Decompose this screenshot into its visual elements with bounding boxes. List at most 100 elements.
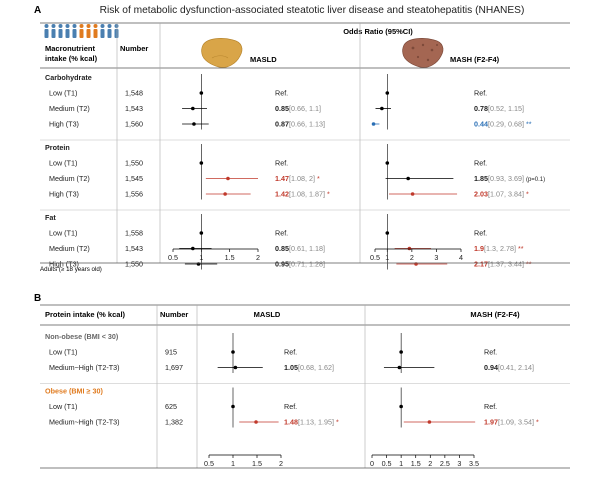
person-body (44, 29, 49, 38)
right-or-point (407, 246, 412, 251)
right-tick-label: 0.5 (382, 459, 392, 468)
right-tick-label: 1 (385, 253, 389, 262)
row-label: Medium (T2) (49, 174, 90, 183)
panel-a-span-header: Odds Ratio (95%CI) (343, 27, 413, 36)
person-body (58, 29, 63, 38)
left-or-value: Ref. (275, 89, 288, 98)
panel-a-footnote: Adults (≥ 18 years old) (40, 266, 102, 273)
left-or-point (223, 192, 227, 196)
right-or-value: Ref. (484, 402, 497, 411)
row-label: High (T3) (49, 190, 79, 199)
left-tick-label: 2 (256, 253, 260, 262)
right-or-label: 2.17[1.37, 3.44] ** (474, 260, 532, 269)
right-or-value: Ref. (474, 159, 487, 168)
right-ci-value: [1.3, 2.78] (484, 244, 516, 253)
row-number: 1,543 (125, 104, 143, 113)
right-tick-label: 3 (434, 253, 438, 262)
left-or-value: 0.85 (275, 244, 289, 253)
right-significance: ** (526, 260, 532, 269)
right-or-label: 1.85[0.93, 3.69] (p=0.1) (474, 174, 545, 183)
left-or-label: Ref. (284, 348, 297, 357)
panel-a-letter: A (34, 5, 41, 16)
right-ci-value: [1.09, 3.54] (498, 418, 534, 427)
right-or-point (371, 122, 376, 126)
right-or-label: 1.9[1.3, 2.78] ** (474, 244, 524, 253)
right-or-value: 2.17 (474, 260, 488, 269)
right-or-value: Ref. (474, 229, 487, 238)
right-or-label: 2.03[1.07, 3.84] * (474, 190, 529, 199)
right-or-label: 0.44[0.29, 0.68] ** (474, 120, 532, 129)
person-head (86, 24, 91, 28)
person-body (86, 29, 91, 38)
right-tick-label: 1 (399, 459, 403, 468)
right-tick-label: 4 (459, 253, 463, 262)
row-number: 1,560 (125, 120, 143, 129)
left-or-point (191, 106, 195, 111)
row-label: High (T3) (49, 260, 79, 269)
row-label: High (T3) (49, 120, 79, 129)
right-ci-value: [1.37, 3.44] (488, 260, 524, 269)
panel-b-col1-header: Protein intake (% kcal) (45, 310, 126, 319)
left-tick-label: 0.5 (168, 253, 178, 262)
row-number: 1,548 (125, 89, 143, 98)
left-ci-value: [0.61, 1.18] (289, 244, 325, 253)
right-ci-value: [0.93, 3.69] (488, 174, 524, 183)
right-or-label: Ref. (474, 159, 487, 168)
right-or-value: Ref. (474, 89, 487, 98)
panel-a-col1-header-1: Macronutrient (45, 44, 96, 53)
row-number: 1,550 (125, 159, 143, 168)
row-label: Low (T1) (49, 348, 77, 357)
right-or-value: 1.85 (474, 174, 488, 183)
right-or-value: 0.94 (484, 363, 498, 372)
person-head (51, 24, 56, 28)
panel-a: Carbohydrate Low (T1) 1,548 Ref. Ref. Medium … (40, 22, 570, 270)
person-body (51, 29, 56, 38)
left-or-point (254, 420, 258, 424)
row-number: 625 (165, 402, 177, 411)
row-label: Medium (T2) (49, 244, 90, 253)
panel-b-left-plot-title: MASLD (254, 310, 281, 319)
left-tick-label: 0.5 (204, 459, 214, 468)
left-tick-label: 1 (231, 459, 235, 468)
right-or-value: Ref. (484, 348, 497, 357)
row-label: Low (T1) (49, 159, 77, 168)
left-tick-label: 2 (279, 459, 283, 468)
group-name: Fat (45, 213, 56, 222)
person-head (79, 24, 84, 28)
right-or-point (380, 106, 384, 111)
person-body (107, 29, 112, 38)
panel-b-letter: B (34, 293, 41, 304)
right-tick-label: 0.5 (370, 253, 380, 262)
person-head (72, 24, 77, 28)
left-ci-value: [0.71, 1.28] (289, 260, 325, 269)
right-significance: * (526, 190, 529, 199)
right-or-label: Ref. (474, 89, 487, 98)
left-or-label: 0.87[0.66, 1.13] (275, 120, 325, 129)
left-or-label: 1.48[1.13, 1.95] * (284, 418, 339, 427)
person-head (107, 24, 112, 28)
left-or-value: 0.87 (275, 120, 289, 129)
left-or-point (233, 365, 238, 370)
right-or-value: 0.78 (474, 104, 488, 113)
right-ci-value: [1.07, 3.84] (488, 190, 524, 199)
person-body (79, 29, 84, 38)
right-significance: ** (518, 244, 524, 253)
left-or-label: Ref. (275, 229, 288, 238)
right-or-point (410, 192, 415, 196)
right-or-label: Ref. (474, 229, 487, 238)
left-or-label: 1.42[1.08, 1.87] * (275, 190, 330, 199)
right-tick-label: 3.5 (469, 459, 479, 468)
left-or-value: 1.48 (284, 418, 298, 427)
left-ci-value: [0.66, 1.1] (289, 104, 321, 113)
person-body (65, 29, 70, 38)
person-body (72, 29, 77, 38)
row-label: Medium~High (T2-T3) (49, 418, 120, 427)
left-ci-value: [1.08, 1.87] (289, 190, 325, 199)
row-number: 1,543 (125, 244, 143, 253)
figure-title: Risk of metabolic dysfunction-associated… (100, 5, 525, 16)
row-number: 1,558 (125, 229, 143, 238)
person-head (100, 24, 105, 28)
left-significance: * (336, 418, 339, 427)
right-or-point (397, 365, 402, 370)
left-or-label: 1.47[1.08, 2] * (275, 174, 320, 183)
